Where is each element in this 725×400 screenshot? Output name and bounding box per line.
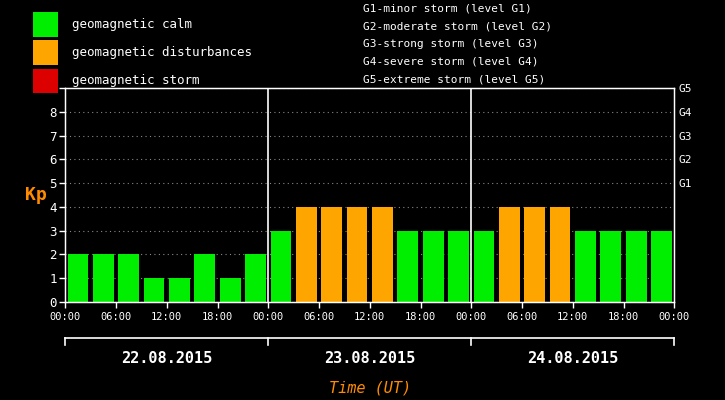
Bar	[67, 254, 88, 302]
Text: 22.08.2015: 22.08.2015	[121, 351, 212, 366]
Bar	[118, 254, 139, 302]
Bar	[524, 207, 545, 302]
Text: 24.08.2015: 24.08.2015	[527, 351, 618, 366]
Text: G3-strong storm (level G3): G3-strong storm (level G3)	[362, 39, 538, 49]
Bar	[423, 231, 444, 302]
Bar	[550, 207, 571, 302]
Text: 23.08.2015: 23.08.2015	[324, 351, 415, 366]
Text: geomagnetic disturbances: geomagnetic disturbances	[72, 46, 252, 59]
Bar	[245, 254, 266, 302]
Bar	[220, 278, 241, 302]
Bar	[169, 278, 190, 302]
Text: geomagnetic calm: geomagnetic calm	[72, 18, 193, 31]
Bar	[144, 278, 165, 302]
Bar	[270, 231, 291, 302]
Bar	[33, 12, 58, 37]
Bar	[347, 207, 368, 302]
Text: Time (UT): Time (UT)	[328, 380, 411, 395]
Text: G1-minor storm (level G1): G1-minor storm (level G1)	[362, 4, 531, 14]
Bar	[33, 40, 58, 65]
Bar	[575, 231, 596, 302]
Text: G4-severe storm (level G4): G4-severe storm (level G4)	[362, 57, 538, 67]
Text: geomagnetic storm: geomagnetic storm	[72, 74, 200, 88]
Bar	[626, 231, 647, 302]
Bar	[372, 207, 393, 302]
Text: G2-moderate storm (level G2): G2-moderate storm (level G2)	[362, 21, 552, 31]
Bar	[651, 231, 672, 302]
Bar	[321, 207, 342, 302]
Bar	[93, 254, 114, 302]
Bar	[194, 254, 215, 302]
Bar	[33, 69, 58, 93]
Bar	[473, 231, 494, 302]
Bar	[448, 231, 469, 302]
Bar	[600, 231, 621, 302]
Text: G5-extreme storm (level G5): G5-extreme storm (level G5)	[362, 74, 545, 84]
Bar	[499, 207, 520, 302]
Bar	[296, 207, 317, 302]
Y-axis label: Kp: Kp	[25, 186, 46, 204]
Bar	[397, 231, 418, 302]
